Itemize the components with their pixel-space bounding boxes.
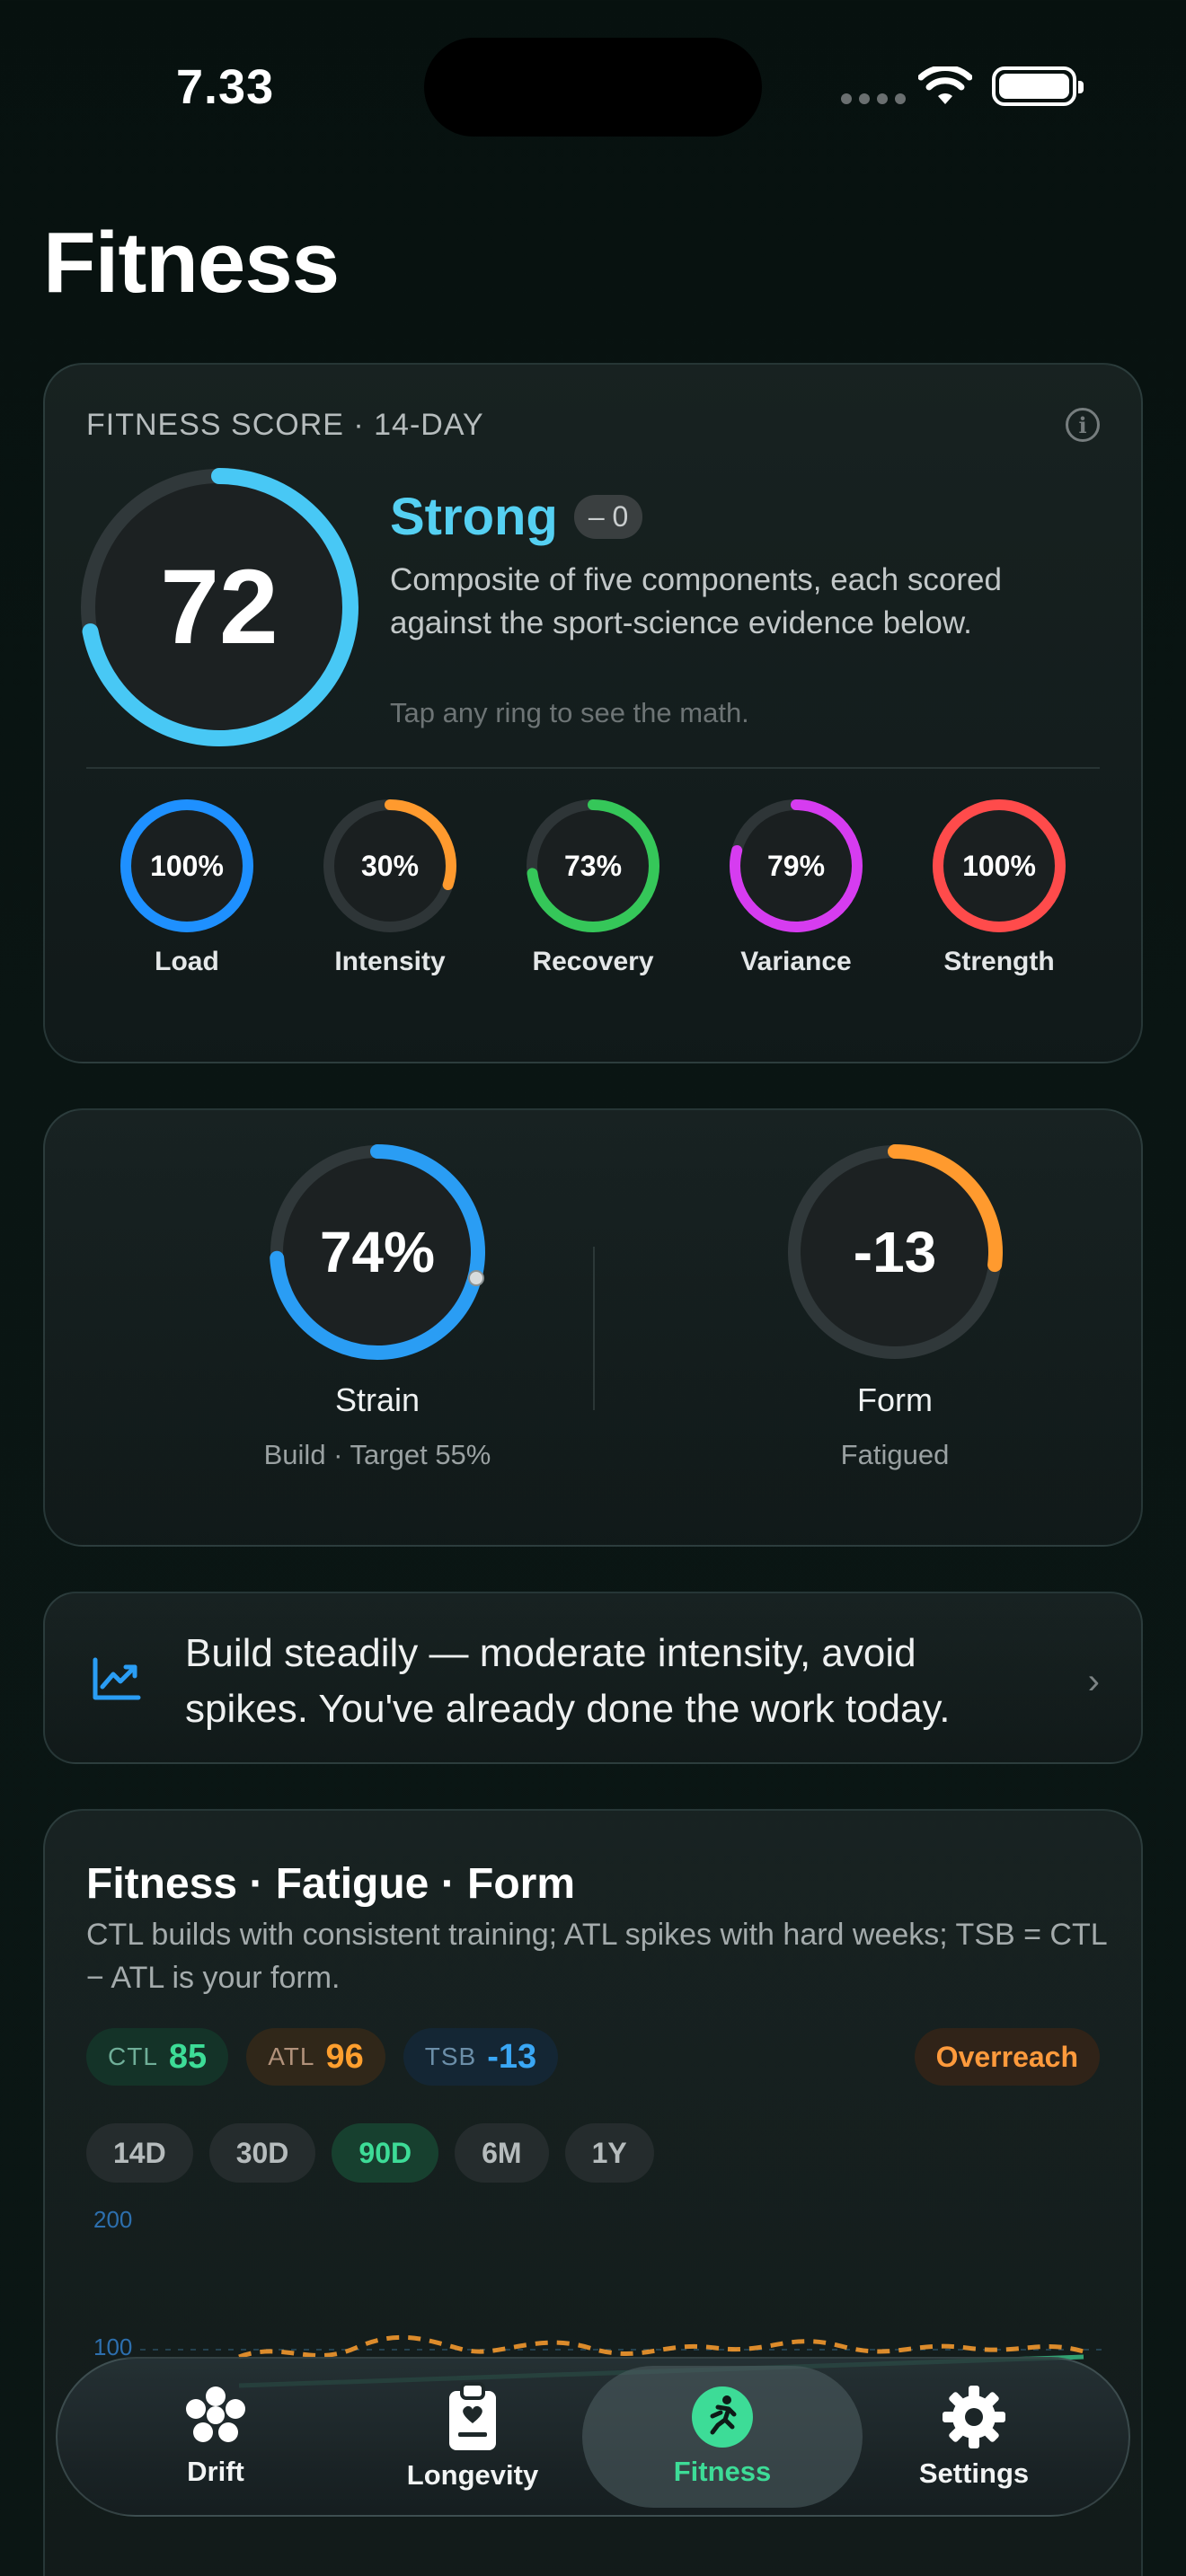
tsb-value: -13: [487, 2037, 537, 2076]
range-tab-30d[interactable]: 30D: [208, 2123, 316, 2183]
tab-bar: Drift Longevity Fitness: [56, 2357, 1130, 2517]
recovery-label: Recovery: [532, 947, 654, 976]
form-title: Form: [857, 1381, 933, 1418]
fitness-score-ring[interactable]: 72: [75, 463, 363, 751]
strain-title: Strain: [334, 1381, 420, 1418]
divider: [86, 767, 1100, 769]
tab-drift-label: Drift: [187, 2456, 244, 2487]
status-badge: Overreach: [914, 2028, 1100, 2086]
tab-settings[interactable]: Settings: [834, 2366, 1114, 2508]
form-section[interactable]: -13 Form Fatigued: [715, 1137, 1075, 1471]
tab-longevity-label: Longevity: [406, 2459, 539, 2491]
range-tab-6m[interactable]: 6M: [455, 2123, 549, 2183]
ctl-label: CTL: [108, 2042, 158, 2070]
score-rating: Strong: [390, 488, 558, 546]
tab-settings-label: Settings: [918, 2457, 1030, 2489]
variance-label: Variance: [740, 947, 852, 976]
load-label: Load: [155, 947, 219, 976]
component-strength[interactable]: 100% Strength: [918, 794, 1080, 977]
y-tick-100: 100: [93, 2333, 133, 2360]
chart-title: Fitness · Fatigue · Form: [86, 1860, 576, 1908]
divider: [593, 1247, 595, 1410]
load-value: 100%: [150, 849, 224, 882]
strain-value: 74%: [319, 1220, 436, 1284]
strength-value: 100%: [962, 849, 1036, 882]
wifi-icon: [918, 66, 972, 104]
tab-fitness-label: Fitness: [673, 2456, 772, 2487]
score-description: Composite of five components, each score…: [390, 562, 1002, 640]
recovery-value: 73%: [563, 849, 623, 882]
range-tab-1y[interactable]: 1Y: [564, 2123, 654, 2183]
range-tab-90d[interactable]: 90D: [332, 2123, 439, 2183]
chart-description: CTL builds with consistent training; ATL…: [86, 1918, 1107, 1995]
trend-chart-icon: [93, 1657, 141, 1700]
variance-value: 79%: [766, 849, 826, 882]
strain-form-card: 74% Strain Build · Target 55% -13 Form F…: [43, 1108, 1143, 1547]
advice-text: Build steadily — moderate intensity, avo…: [185, 1631, 951, 1731]
fitness-score-label: FITNESS SCORE · 14-DAY: [86, 408, 484, 442]
score-hint: Tap any ring to see the math.: [390, 697, 749, 728]
component-recovery[interactable]: 73% Recovery: [512, 794, 674, 977]
component-load[interactable]: 100% Load: [106, 794, 268, 977]
strain-section[interactable]: 74% Strain Build · Target 55%: [198, 1137, 557, 1471]
tab-longevity[interactable]: Longevity: [332, 2366, 613, 2508]
atl-value: 96: [325, 2037, 364, 2076]
cellular-signal-icon: [841, 93, 906, 104]
page-title: Fitness: [43, 215, 340, 311]
target-marker-icon: [468, 1270, 484, 1286]
tab-drift[interactable]: Drift: [75, 2366, 356, 2508]
component-variance[interactable]: 79% Variance: [715, 794, 877, 977]
component-intensity[interactable]: 30% Intensity: [309, 794, 471, 977]
tab-fitness[interactable]: Fitness: [582, 2366, 863, 2508]
variance-arc: [730, 799, 863, 932]
strain-subtitle: Build · Target 55%: [263, 1439, 491, 1470]
intensity-label: Intensity: [334, 947, 446, 976]
range-selector: 14D 30D 90D 6M 1Y: [86, 2123, 654, 2183]
form-value: -13: [853, 1220, 937, 1284]
tsb-label: TSB: [424, 2042, 477, 2070]
component-rings: 100% Load 30% Intensity: [86, 794, 1100, 977]
form-subtitle: Fatigued: [840, 1439, 950, 1470]
y-tick-200: 200: [93, 2206, 133, 2233]
fitness-score-arc: [80, 468, 358, 746]
strength-arc: [933, 799, 1066, 932]
intensity-arc: [323, 799, 456, 932]
strength-label: Strength: [943, 947, 1055, 976]
atl-label: ATL: [268, 2042, 315, 2070]
load-arc: [120, 799, 253, 932]
intensity-value: 30%: [360, 849, 420, 882]
battery-icon: [992, 66, 1084, 106]
chevron-right-icon: ›: [1087, 1662, 1100, 1701]
runner-icon: [692, 2386, 753, 2448]
recovery-arc: [527, 799, 659, 932]
clipboard-heart-icon: [449, 2382, 496, 2450]
tsb-pill: TSB -13: [403, 2028, 559, 2086]
info-icon[interactable]: i: [1066, 408, 1100, 442]
ctl-value: 85: [168, 2037, 208, 2076]
strain-arc: [270, 1144, 485, 1360]
form-arc: [787, 1144, 1003, 1360]
fitness-score-card[interactable]: FITNESS SCORE · 14-DAY i 72 Strong – 0 C…: [43, 363, 1143, 1063]
atl-pill: ATL 96: [246, 2028, 385, 2086]
advice-card[interactable]: Build steadily — moderate intensity, avo…: [43, 1592, 1143, 1764]
dynamic-island: [424, 38, 762, 137]
status-time: 7.33: [176, 60, 275, 114]
atl-series-line: [238, 2334, 1084, 2360]
gear-icon: [943, 2386, 1005, 2448]
ctl-pill: CTL 85: [86, 2028, 229, 2086]
score-delta-badge: – 0: [573, 495, 643, 539]
range-tab-14d[interactable]: 14D: [86, 2123, 193, 2183]
flower-icon: [186, 2386, 245, 2442]
fitness-score-value: 72: [160, 548, 279, 666]
